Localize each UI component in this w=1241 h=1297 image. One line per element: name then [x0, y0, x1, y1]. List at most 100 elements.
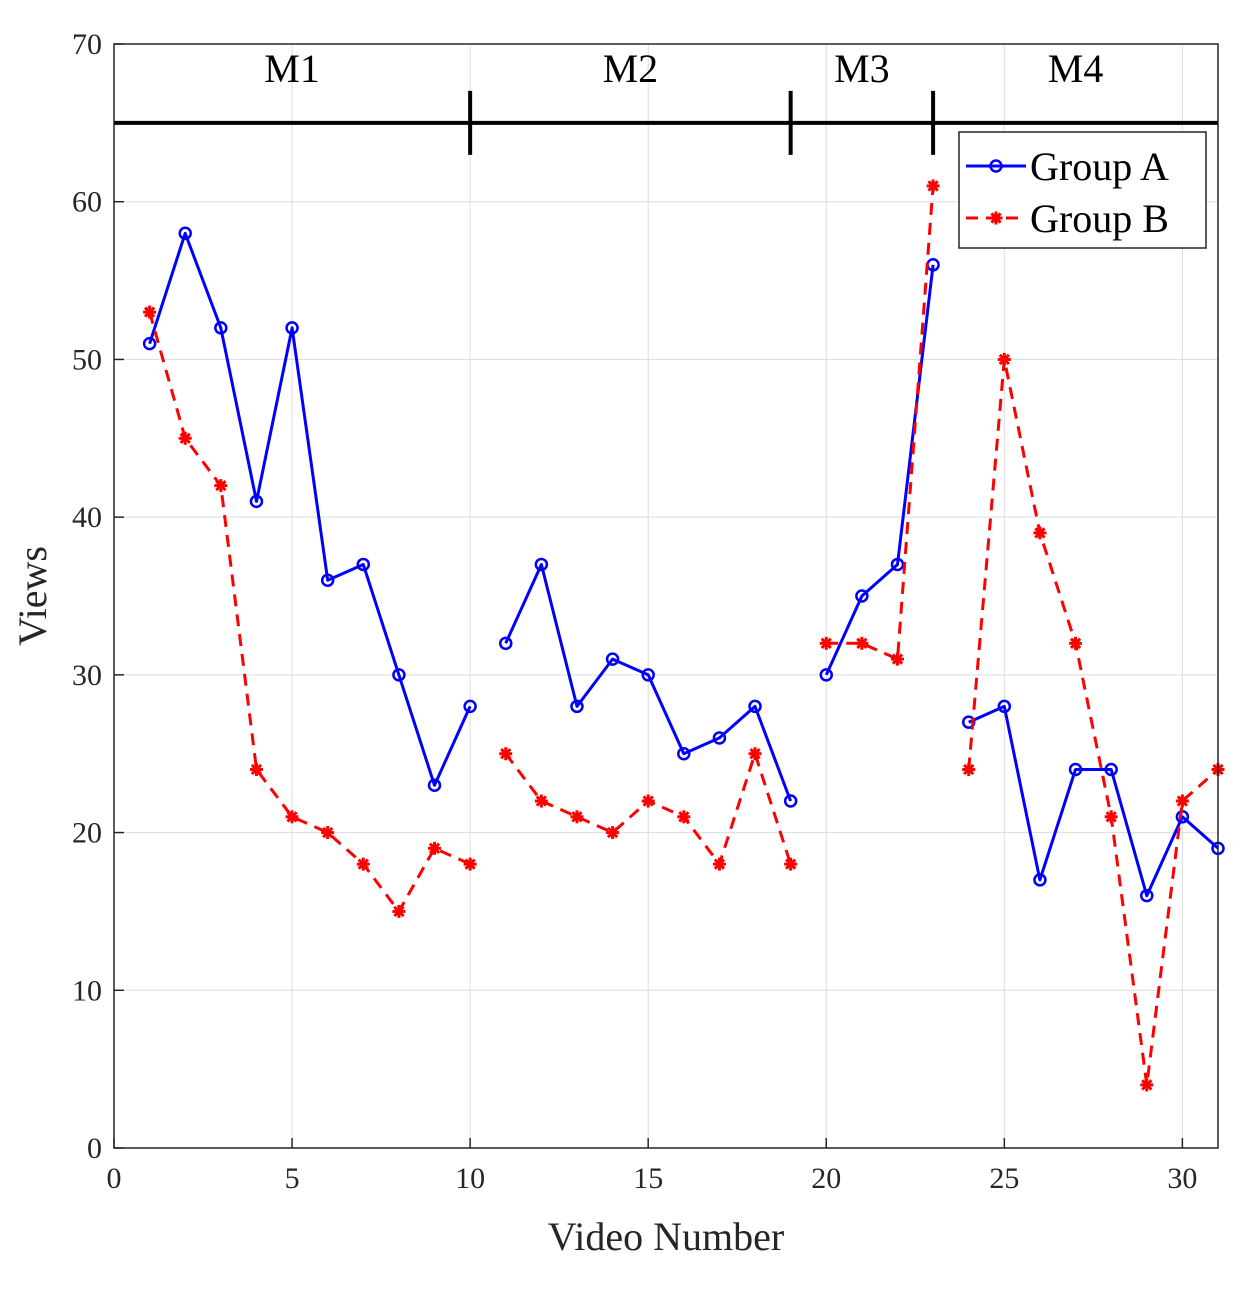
data-point-stroke — [963, 763, 975, 776]
data-point — [392, 904, 406, 918]
data-point — [784, 857, 798, 871]
series-line-segment — [148, 311, 471, 913]
data-point — [285, 810, 299, 824]
data-point-stroke — [927, 180, 939, 192]
legend-box — [958, 131, 1207, 249]
data-point — [819, 636, 833, 650]
data-point — [748, 747, 762, 761]
data-point-stroke — [357, 858, 369, 870]
module-label-m1: M1 — [264, 46, 320, 91]
data-point — [142, 336, 157, 351]
y-tick-label: 70 — [72, 28, 102, 61]
series-line-segment — [826, 185, 935, 661]
legend: Group A Group B — [958, 131, 1207, 249]
data-point — [214, 479, 228, 493]
data-point-stroke — [1105, 811, 1117, 823]
data-point — [320, 573, 335, 587]
y-tick-label: 30 — [72, 659, 102, 692]
data-point — [997, 699, 1012, 714]
data-point-stroke — [286, 811, 298, 823]
y-tick-label: 0 — [87, 1132, 102, 1165]
data-point — [1140, 1078, 1154, 1092]
data-point — [214, 321, 228, 335]
data-point — [178, 226, 192, 241]
data-point-stroke — [571, 811, 583, 823]
data-point — [1033, 526, 1047, 540]
data-point — [285, 321, 299, 335]
module-boundaries — [114, 90, 1218, 155]
data-point — [677, 810, 691, 824]
data-point-stroke — [784, 858, 797, 870]
data-point — [534, 557, 549, 572]
data-point — [606, 826, 620, 840]
data-point-stroke — [606, 826, 619, 839]
data-point — [356, 557, 371, 572]
data-point — [427, 778, 442, 793]
data-point-stroke — [642, 795, 654, 807]
data-point-stroke — [428, 842, 441, 854]
data-point — [712, 857, 726, 871]
data-point-stroke — [713, 858, 726, 870]
data-point — [1069, 636, 1083, 650]
data-point — [1175, 794, 1189, 808]
x-tick-label: 20 — [811, 1162, 841, 1195]
y-axis-title: Views — [10, 546, 55, 646]
x-tick-label: 0 — [107, 1162, 122, 1195]
data-point — [712, 731, 727, 745]
x-tick-label: 5 — [285, 1162, 300, 1195]
data-point — [463, 857, 477, 871]
data-point-stroke — [678, 811, 690, 823]
data-point-stroke — [749, 748, 761, 760]
series-lines — [142, 179, 1225, 1092]
x-axis-title: Video Number — [548, 1214, 784, 1259]
data-point — [143, 305, 157, 319]
x-tick-label: 15 — [633, 1162, 663, 1195]
series-line-segment — [967, 357, 1219, 1087]
data-point-stroke — [500, 748, 512, 760]
data-point — [499, 747, 513, 761]
data-point-stroke — [820, 637, 832, 649]
legend-item: Group B — [966, 196, 1169, 241]
x-tick-label: 25 — [989, 1162, 1019, 1195]
data-point — [463, 699, 477, 714]
data-point — [534, 794, 548, 808]
data-point-stroke — [998, 353, 1010, 366]
data-point — [819, 668, 834, 682]
legend-item: Group A — [966, 144, 1169, 189]
y-tick-label: 40 — [72, 501, 102, 534]
data-point-stroke — [250, 763, 263, 776]
series-line-segment — [968, 704, 1219, 898]
data-point-stroke — [535, 795, 548, 807]
data-point — [783, 794, 798, 808]
series-group-a — [142, 226, 1225, 903]
x-tick-label: 30 — [1167, 1162, 1197, 1195]
data-point-stroke — [1034, 527, 1046, 539]
data-point-stroke — [1176, 795, 1189, 807]
data-point — [428, 841, 442, 855]
data-point — [356, 857, 370, 871]
data-point — [641, 668, 655, 682]
data-point-stroke — [1141, 1079, 1153, 1091]
data-point — [989, 211, 1003, 225]
data-point — [926, 179, 940, 193]
data-point-stroke — [179, 432, 191, 444]
legend-label: Group A — [1030, 144, 1169, 189]
data-point — [641, 794, 655, 808]
series-line-segment — [148, 231, 472, 787]
data-point — [249, 494, 264, 509]
series-line-segment — [824, 264, 935, 676]
y-tick-label: 50 — [72, 343, 102, 376]
data-point — [605, 652, 620, 666]
y-axis-ticks: 0 10 20 30 40 50 60 70 — [72, 28, 124, 1165]
data-point — [321, 826, 335, 840]
data-point-stroke — [143, 306, 156, 318]
y-tick-label: 60 — [72, 186, 102, 219]
data-point — [997, 352, 1011, 366]
data-point — [1068, 762, 1083, 777]
data-point-stroke — [990, 212, 1002, 224]
data-point — [1104, 762, 1118, 777]
data-point — [890, 557, 905, 572]
data-point-stroke — [322, 826, 334, 839]
data-point — [1033, 873, 1047, 887]
